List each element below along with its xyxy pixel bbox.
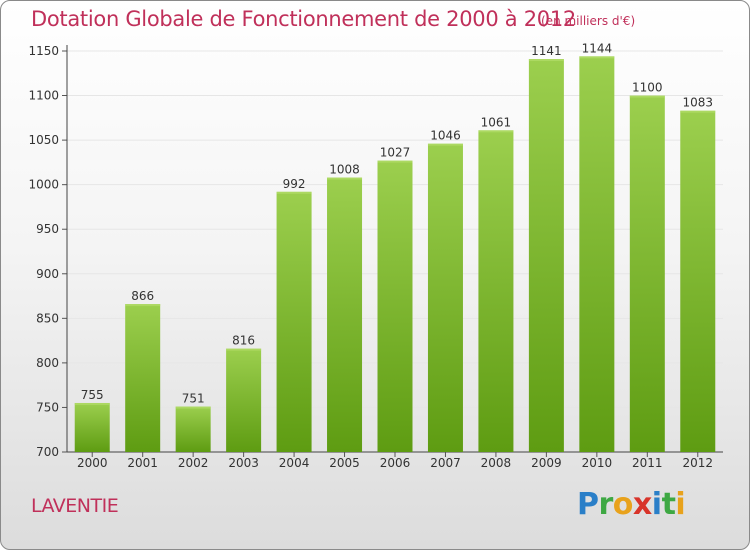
y-tick-label: 750: [36, 400, 59, 414]
data-label-2001: 866: [131, 289, 154, 303]
bar-2008: [478, 130, 514, 452]
y-tick-label: 1050: [28, 133, 59, 147]
bar-highlight: [427, 143, 463, 146]
chart-title: Dotation Globale de Fonctionnement de 20…: [31, 7, 576, 31]
y-tick-label: 700: [36, 445, 59, 459]
bar-2003: [226, 348, 262, 452]
bar-highlight: [377, 160, 413, 163]
x-tick-label-2006: 2006: [380, 456, 411, 470]
bar-highlight: [528, 59, 564, 62]
x-tick-label-2003: 2003: [228, 456, 259, 470]
x-tick-label-2012: 2012: [682, 456, 713, 470]
x-tick-label-2010: 2010: [582, 456, 613, 470]
data-label-2004: 992: [283, 177, 306, 191]
bar-2010: [579, 56, 615, 452]
bar-highlight: [629, 95, 665, 98]
x-tick-label-2009: 2009: [531, 456, 562, 470]
bar-2001: [125, 304, 161, 452]
bar-highlight: [175, 406, 211, 409]
data-label-2003: 816: [232, 334, 255, 348]
bar-2005: [327, 177, 363, 452]
bar-highlight: [74, 402, 110, 405]
bar-2000: [74, 402, 110, 452]
data-labels: 755 866 751 816 992 1008 1027 1046 1061 1141 1144 1…: [81, 41, 713, 405]
data-label-2010: 1144: [582, 41, 613, 55]
x-tick-label-2001: 2001: [127, 456, 158, 470]
data-label-2011: 1100: [632, 81, 663, 95]
data-label-2006: 1027: [380, 146, 411, 160]
data-label-2005: 1008: [329, 163, 360, 177]
bar-highlight: [226, 348, 262, 351]
x-tick-label-2000: 2000: [77, 456, 108, 470]
data-label-2000: 755: [81, 388, 104, 402]
y-tick-label: 900: [36, 267, 59, 281]
bar-2009: [528, 59, 564, 453]
bar-highlight: [276, 191, 312, 194]
y-tick-label: 800: [36, 356, 59, 370]
data-label-2009: 1141: [531, 44, 562, 58]
y-tick-label: 1150: [28, 44, 59, 58]
x-tick-label-2008: 2008: [481, 456, 512, 470]
commune-name: LAVENTIE: [31, 495, 119, 517]
data-label-2012: 1083: [682, 96, 713, 110]
data-label-2008: 1061: [481, 115, 512, 129]
y-tick-label: 1100: [28, 89, 59, 103]
x-tick-label-2004: 2004: [279, 456, 310, 470]
bar-2012: [680, 110, 716, 453]
chart-subtitle: (en milliers d'€): [541, 14, 636, 28]
bar-2002: [175, 406, 211, 452]
x-tick-label-2011: 2011: [632, 456, 663, 470]
proxiti-logo[interactable]: Proxiti: [577, 487, 686, 522]
x-tick-label-2002: 2002: [178, 456, 209, 470]
bar-highlight: [478, 130, 514, 133]
y-tick-label: 950: [36, 222, 59, 236]
bar-highlight: [579, 56, 615, 59]
bar-2004: [276, 191, 312, 452]
data-label-2002: 751: [182, 392, 205, 406]
bar-highlight: [680, 110, 716, 113]
x-tick-label-2007: 2007: [430, 456, 461, 470]
y-tick-label: 850: [36, 311, 59, 325]
x-tick-label-2005: 2005: [329, 456, 360, 470]
data-label-2007: 1046: [430, 129, 461, 143]
bar-highlight: [327, 177, 363, 180]
bars: [74, 56, 716, 453]
axes: 700 750 800 850 900 950 1000 1050 1100 1150 2000 20…: [28, 44, 723, 470]
bar-2011: [629, 95, 665, 453]
bar-2006: [377, 160, 413, 452]
bar-highlight: [125, 304, 161, 307]
bar-2007: [427, 143, 463, 453]
y-tick-label: 1000: [28, 178, 59, 192]
